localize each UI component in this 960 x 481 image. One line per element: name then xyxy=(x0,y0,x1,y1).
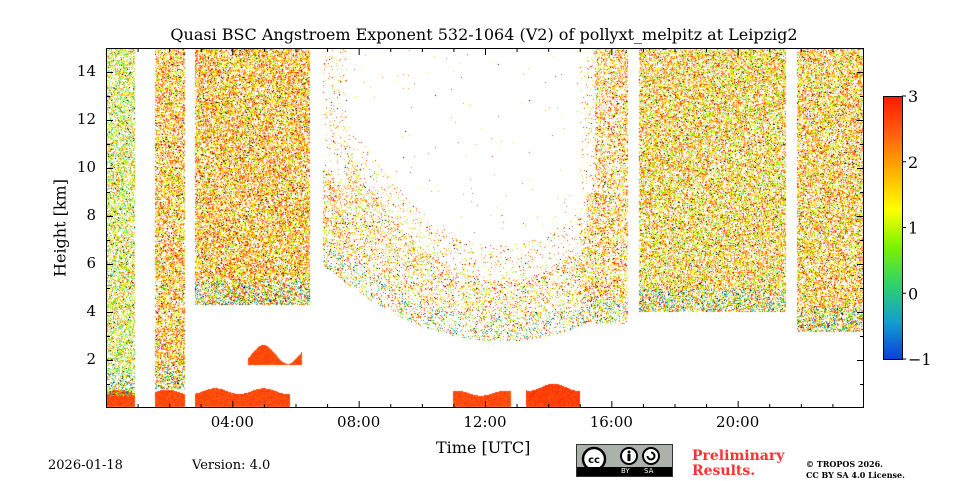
y-tick-label: 10 xyxy=(76,158,96,176)
colorbar-tick-label: 3 xyxy=(908,90,918,106)
cc-badge-bar: BY SA xyxy=(577,467,672,476)
cc-license-badge: cc BY SA xyxy=(576,444,673,477)
colorbar-tick-label: 1 xyxy=(908,219,918,238)
y-tick-label: 6 xyxy=(86,254,96,272)
angstroem-heatmap xyxy=(106,48,864,408)
cc-text: cc xyxy=(588,455,600,466)
colorbar-tick-label: 2 xyxy=(908,153,918,172)
plot-area xyxy=(106,48,864,408)
y-tick-label: 14 xyxy=(76,62,96,80)
cc-icon xyxy=(581,446,607,470)
date-label: 2026-01-18 xyxy=(48,458,123,473)
x-tick-label: 16:00 xyxy=(589,413,633,431)
y-tick-label: 12 xyxy=(76,110,96,128)
x-tick-label: 08:00 xyxy=(337,413,381,431)
preliminary-line-2: Results. xyxy=(692,463,756,479)
y-tick-label: 2 xyxy=(86,350,96,368)
y-tick-label: 8 xyxy=(86,206,96,224)
x-tick-label: 12:00 xyxy=(463,413,507,431)
y-tick-label: 4 xyxy=(86,302,96,320)
x-tick-label: 20:00 xyxy=(716,413,760,431)
copyright-line-2: CC BY SA 4.0 License. xyxy=(806,470,905,480)
y-axis-label: Height [km] xyxy=(50,179,70,277)
copyright-line-1: © TROPOS 2026. xyxy=(806,459,883,469)
share-alike-icon xyxy=(642,447,660,465)
version-label: Version: 4.0 xyxy=(192,458,271,473)
plot-frame xyxy=(106,48,864,408)
chart-title: Quasi BSC Angstroem Exponent 532-1064 (V… xyxy=(170,25,798,44)
x-tick-label: 04:00 xyxy=(210,413,254,431)
by-label: BY xyxy=(621,467,630,475)
sa-label: SA xyxy=(644,467,654,475)
colorbar-tick-label: 0 xyxy=(908,284,918,303)
preliminary-results-note: Preliminary Results. xyxy=(692,449,784,479)
x-axis-label: Time [UTC] xyxy=(436,438,531,457)
preliminary-line-1: Preliminary xyxy=(692,448,785,464)
colorbar: −1 0 1 2 3 xyxy=(883,90,932,369)
colorbar-gradient xyxy=(883,96,903,360)
copyright-note: © TROPOS 2026. CC BY SA 4.0 License. xyxy=(806,459,905,481)
colorbar-tick-label: −1 xyxy=(908,350,932,369)
